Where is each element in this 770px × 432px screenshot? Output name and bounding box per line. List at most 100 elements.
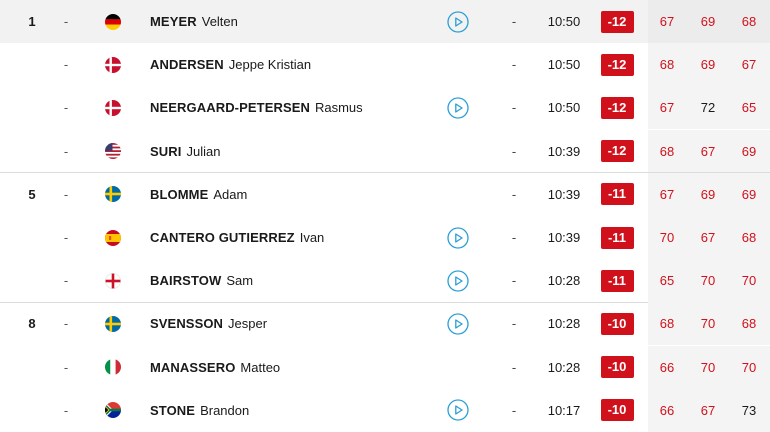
player-last-name: STONE <box>150 402 196 418</box>
position <box>20 216 44 259</box>
round-3-score: 65 <box>741 100 757 116</box>
tee-time: 10:50 <box>547 14 581 29</box>
round-3-score: 70 <box>741 273 757 289</box>
player-first-name: Jesper <box>228 316 268 332</box>
total-score-badge: -10 <box>600 346 634 389</box>
denmark-flag-icon <box>105 43 121 86</box>
table-row[interactable]: 1 - MEYER Velten - 10:50 -12 67 69 68 <box>0 0 770 43</box>
position <box>20 346 44 389</box>
round-2-score: 70 <box>700 359 716 375</box>
sweden-flag-icon <box>105 173 121 216</box>
position-move: - <box>63 57 69 73</box>
position: 1 <box>28 14 36 29</box>
player-first-name: Adam <box>213 186 248 202</box>
round-1-score: 68 <box>659 57 675 73</box>
round-3-score: 68 <box>741 316 757 332</box>
round-3-score: 70 <box>741 359 757 375</box>
position: 8 <box>28 316 36 332</box>
thru: - <box>511 14 517 29</box>
position-move: - <box>63 14 69 29</box>
tee-time: 10:28 <box>547 273 581 289</box>
thru: - <box>511 57 517 73</box>
table-row[interactable]: - CANTERO GUTIERREZ Ivan - 10:39 -11 70 … <box>0 216 770 259</box>
table-row[interactable]: - NEERGAARD-PETERSEN Rasmus - 10:50 -12 … <box>0 86 770 130</box>
tee-time: 10:39 <box>547 186 581 202</box>
table-row[interactable]: - STONE Brandon - 10:17 -10 66 67 73 <box>0 388 770 432</box>
total-score-badge: -12 <box>600 86 634 129</box>
round-2-score: 70 <box>700 273 716 289</box>
round-scores-bg <box>648 43 770 87</box>
tee-time: 10:39 <box>547 230 581 245</box>
round-1-score: 66 <box>659 359 675 375</box>
player-name[interactable]: MEYER Velten <box>150 0 430 43</box>
player-name[interactable]: NEERGAARD-PETERSEN Rasmus <box>150 86 430 129</box>
table-row[interactable]: - MANASSERO Matteo - 10:28 -10 66 70 70 <box>0 345 770 389</box>
round-1-score: 67 <box>659 100 675 116</box>
player-first-name: Velten <box>201 14 238 29</box>
round-scores-bg <box>648 302 770 346</box>
player-first-name: Ivan <box>299 230 325 245</box>
player-name[interactable]: SVENSSON Jesper <box>150 302 430 345</box>
total-score-badge: -11 <box>600 173 634 216</box>
round-1-score: 70 <box>659 230 675 245</box>
position-move: - <box>63 230 69 245</box>
round-scores-bg <box>648 388 770 432</box>
round-3-score: 68 <box>741 230 757 245</box>
player-last-name: SURI <box>150 143 182 159</box>
play-icon[interactable] <box>446 0 470 43</box>
player-last-name: ANDERSEN <box>150 57 224 73</box>
table-row[interactable]: - SURI Julian - 10:39 -12 68 67 69 <box>0 129 770 173</box>
thru: - <box>511 273 517 289</box>
tee-time: 10:28 <box>547 359 581 375</box>
round-scores-bg <box>648 345 770 389</box>
player-name[interactable]: CANTERO GUTIERREZ Ivan <box>150 216 430 259</box>
play-icon[interactable] <box>446 389 470 432</box>
group-divider <box>0 172 770 174</box>
play-icon[interactable] <box>446 216 470 259</box>
round-scores-bg <box>648 216 770 259</box>
player-name[interactable]: MANASSERO Matteo <box>150 346 430 389</box>
play-icon[interactable] <box>446 259 470 302</box>
position-move: - <box>63 273 69 289</box>
player-name[interactable]: SURI Julian <box>150 130 430 173</box>
position-move: - <box>63 143 69 159</box>
position <box>20 86 44 129</box>
group-divider <box>0 301 770 303</box>
germany-flag-icon <box>105 0 121 43</box>
table-row[interactable]: - BAIRSTOW Sam - 10:28 -11 65 70 70 <box>0 259 770 303</box>
round-2-score: 67 <box>700 402 716 418</box>
round-2-score: 69 <box>700 186 716 202</box>
thru: - <box>511 402 517 418</box>
player-last-name: NEERGAARD-PETERSEN <box>150 100 310 116</box>
play-icon[interactable] <box>446 302 470 345</box>
player-last-name: CANTERO GUTIERREZ <box>150 230 295 245</box>
round-scores-bg <box>648 86 770 130</box>
player-name[interactable]: STONE Brandon <box>150 389 430 432</box>
play-icon[interactable] <box>446 86 470 129</box>
round-1-score: 67 <box>659 14 675 29</box>
player-last-name: BAIRSTOW <box>150 273 222 289</box>
tee-time: 10:28 <box>547 316 581 332</box>
position <box>20 259 44 302</box>
position-move: - <box>63 100 69 116</box>
tee-time: 10:39 <box>547 143 581 159</box>
usa-flag-icon <box>105 130 121 173</box>
round-scores-bg <box>648 129 770 173</box>
round-2-score: 67 <box>700 143 716 159</box>
position-move: - <box>63 316 69 332</box>
player-name[interactable]: BLOMME Adam <box>150 173 430 216</box>
player-name[interactable]: ANDERSEN Jeppe Kristian <box>150 43 430 86</box>
total-score-badge: -12 <box>600 0 634 43</box>
table-row[interactable]: 5 - BLOMME Adam - 10:39 -11 67 69 69 <box>0 172 770 216</box>
player-name[interactable]: BAIRSTOW Sam <box>150 259 430 302</box>
thru: - <box>511 316 517 332</box>
table-row[interactable]: - ANDERSEN Jeppe Kristian - 10:50 -12 68… <box>0 43 770 87</box>
round-scores-bg <box>648 0 770 43</box>
thru: - <box>511 143 517 159</box>
table-row[interactable]: 8 - SVENSSON Jesper - 10:28 -10 68 70 68 <box>0 302 770 346</box>
position <box>20 130 44 173</box>
player-first-name: Julian <box>186 143 221 159</box>
player-first-name: Brandon <box>200 402 250 418</box>
round-2-score: 69 <box>700 14 716 29</box>
round-3-score: 73 <box>741 402 757 418</box>
